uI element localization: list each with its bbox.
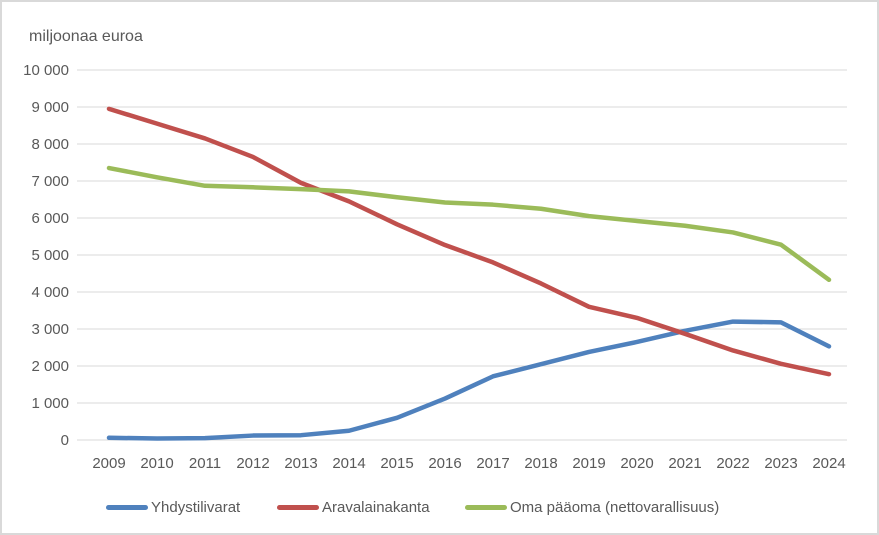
- x-tick-label: 2012: [236, 455, 269, 472]
- legend-item: Oma pääoma (nettovarallisuus): [465, 496, 719, 518]
- y-tick-label: 6 000: [31, 210, 69, 227]
- y-tick-label: 10 000: [23, 62, 69, 79]
- legend-line-swatch: [277, 504, 319, 510]
- x-tick-label: 2018: [524, 455, 557, 472]
- x-tick-label: 2014: [332, 455, 365, 472]
- y-tick-label: 3 000: [31, 321, 69, 338]
- y-tick-label: 7 000: [31, 173, 69, 190]
- legend-item-label: Yhdystilivarat: [151, 498, 241, 516]
- chart-legend: Yhdystilivarat Aravalainakanta Oma pääoma …: [2, 496, 877, 518]
- x-tick-label: 2009: [92, 455, 125, 472]
- x-tick-label: 2020: [620, 455, 653, 472]
- series-line-oma-pääoma-nettovarallisuus-: [106, 165, 832, 283]
- x-tick-label: 2017: [476, 455, 509, 472]
- chart-title: miljoonaa euroa: [29, 28, 143, 45]
- x-tick-label: 2015: [380, 455, 413, 472]
- y-tick-label: 2 000: [31, 358, 69, 375]
- x-tick-label: 2010: [140, 455, 173, 472]
- series-line-aravalainakanta: [106, 106, 832, 377]
- y-tick-label: 5 000: [31, 247, 69, 264]
- x-tick-label: 2011: [189, 455, 221, 472]
- legend-item: Yhdystilivarat: [106, 496, 240, 518]
- x-tick-label: 2013: [284, 455, 317, 472]
- y-tick-label: 0: [61, 432, 69, 449]
- legend-line-swatch: [106, 504, 148, 510]
- x-tick-label: 2023: [764, 455, 797, 472]
- y-tick-label: 8 000: [31, 136, 69, 153]
- y-tick-label: 9 000: [31, 99, 69, 116]
- y-tick-label: 1 000: [31, 395, 69, 412]
- x-tick-label: 2021: [668, 455, 701, 472]
- legend-item-label: Oma pääoma (nettovarallisuus): [510, 498, 720, 516]
- legend-item: Aravalainakanta: [277, 496, 430, 518]
- x-tick-label: 2022: [716, 455, 749, 472]
- x-tick-label: 2024: [812, 455, 845, 472]
- x-tick-label: 2016: [428, 455, 461, 472]
- x-tick-label: 2019: [572, 455, 605, 472]
- legend-item-label: Aravalainakanta: [322, 498, 430, 516]
- y-tick-label: 4 000: [31, 284, 69, 301]
- series-line-yhdystilivarat: [106, 319, 832, 441]
- legend-line-swatch: [465, 504, 507, 510]
